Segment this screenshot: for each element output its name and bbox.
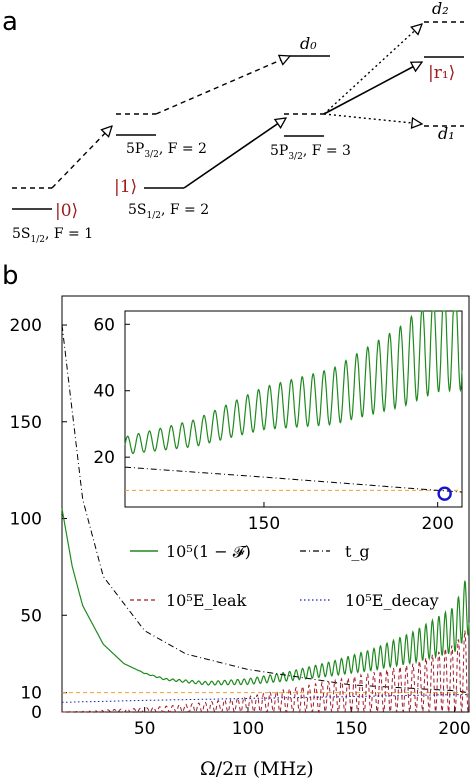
ground0-level-label: 5S1/2, F = 1: [12, 226, 93, 245]
series-line-2: [62, 630, 470, 714]
y-tick-label: 60: [93, 315, 115, 335]
transition-arrow-1: [183, 118, 286, 189]
inset-axis-ticks: 150 200 20 40 60: [93, 315, 454, 534]
legend-label-leak: 10⁵E_leak: [166, 591, 247, 610]
main-plot-frame: [61, 295, 470, 713]
d0-label: d₀: [300, 34, 317, 53]
inset-frame: [124, 310, 463, 508]
y-tick-label: 10: [20, 684, 42, 704]
p2-level-label: 5P3/2, F = 2: [126, 141, 207, 160]
legend-label-infidelity: 10⁵(1 − 𝓕): [166, 542, 251, 561]
x-tick-label: 200: [421, 514, 453, 534]
series-line-1: [124, 466, 463, 493]
x-tick-label: 150: [248, 514, 280, 534]
series-line-0: [124, 310, 463, 455]
legend: 10⁵(1 − 𝓕) t_g 10⁵E_leak 10⁵E_decay: [130, 542, 439, 610]
series-line-0: [61, 508, 470, 686]
panel-b: b 50 100 150 200 010 50 100 150 200 150 200 20 40 60…: [2, 261, 471, 780]
x-axis-label: Ω/2π (MHz): [200, 758, 314, 780]
main-series-group: [61, 324, 470, 714]
y-tick-label: 200: [10, 316, 42, 336]
p3-level-label: 5P3/2, F = 3: [270, 143, 351, 162]
transition-arrow-r1: [323, 61, 422, 115]
transition-arrow-d0: [155, 56, 290, 115]
x-tick-label: 200: [438, 719, 470, 739]
series-line-1: [61, 324, 470, 694]
inset-series-group: [124, 310, 463, 493]
r1-label: |r₁⟩: [428, 63, 455, 83]
transition-arrow-d2: [323, 24, 422, 115]
transition-arrow-0: [51, 126, 112, 189]
y-tick-label: 100: [10, 510, 42, 530]
panel-b-label: b: [2, 261, 19, 291]
ground1-level-label: 5S1/2, F = 2: [128, 202, 209, 221]
legend-label-tg: t_g: [345, 542, 370, 561]
y-tick-label: 50: [20, 606, 42, 626]
legend-label-decay: 10⁵E_decay: [345, 591, 439, 610]
x-tick-label: 50: [134, 719, 156, 739]
state-1-label: |1⟩: [114, 177, 137, 197]
transition-arrow-d1: [323, 113, 422, 124]
panel-a: a |0⟩ 5S1/2, F = 1 5P3/2, F = 2 d₀ |1⟩ 5…: [2, 0, 464, 245]
y-tick-label: 150: [10, 413, 42, 433]
inset-highlight-circle: [437, 486, 452, 501]
panel-a-label: a: [2, 7, 18, 37]
y-tick-label: 0: [31, 703, 42, 723]
y-tick-label: 20: [93, 448, 115, 468]
x-tick-label: 150: [335, 719, 367, 739]
y-tick-label: 40: [93, 382, 115, 402]
state-0-label: |0⟩: [55, 201, 78, 221]
d2-label: d₂: [432, 0, 449, 18]
x-tick-label: 100: [232, 719, 264, 739]
d1-label: d₁: [438, 124, 455, 143]
